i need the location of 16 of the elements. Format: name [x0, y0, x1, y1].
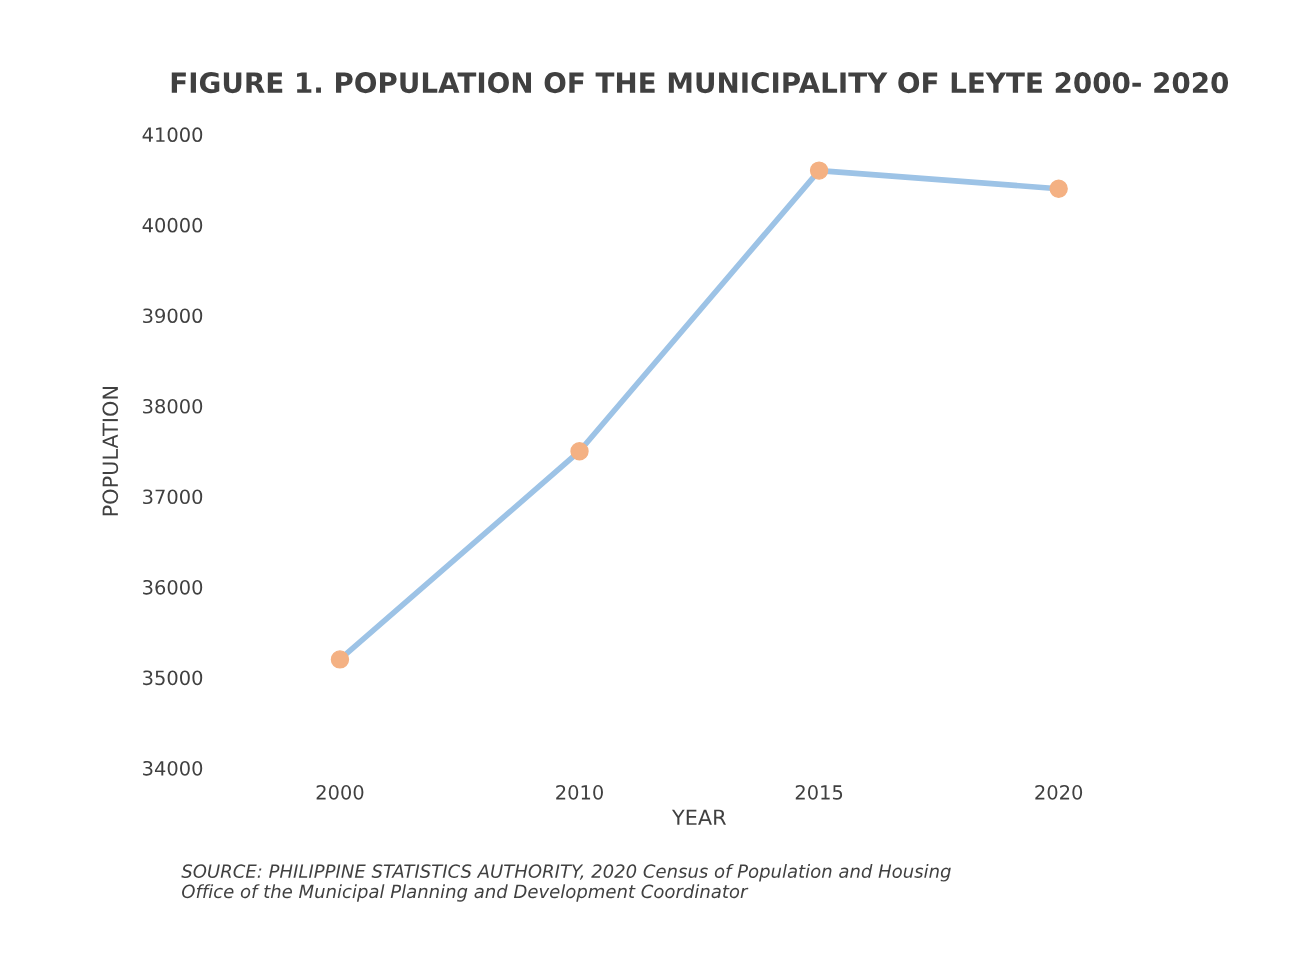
x-tick-label: 2010 [556, 785, 603, 800]
y-tick-label: 37000 [143, 489, 203, 505]
y-tick-label: 36000 [143, 579, 203, 595]
y-tick-label: 39000 [143, 308, 203, 324]
y-tick-label: 34000 [143, 760, 203, 776]
y-tick-label: 41000 [142, 127, 203, 143]
y-tick-label: 40000 [142, 217, 203, 233]
x-axis-title: YEAR [671, 809, 727, 825]
y-axis-title: POPULATION [102, 387, 119, 516]
y-tick-label: 35000 [143, 670, 203, 686]
y-tick-label: 38000 [143, 398, 203, 414]
x-tick-label: 2015 [795, 785, 843, 800]
x-tick-label: 2020 [1035, 785, 1083, 800]
x-tick-label: 2000 [316, 785, 364, 800]
chart-title: FIGURE 1. POPULATION OF THE MUNICIPALITY OF LEYTE 2000- 2020 [171, 72, 1229, 94]
source-note: SOURCE: PHILIPPINE STATISTICS AUTHORITY, 2020 Census of Population and Housing Office of the Municipal Planning and Development Coordinator [181, 864, 951, 902]
